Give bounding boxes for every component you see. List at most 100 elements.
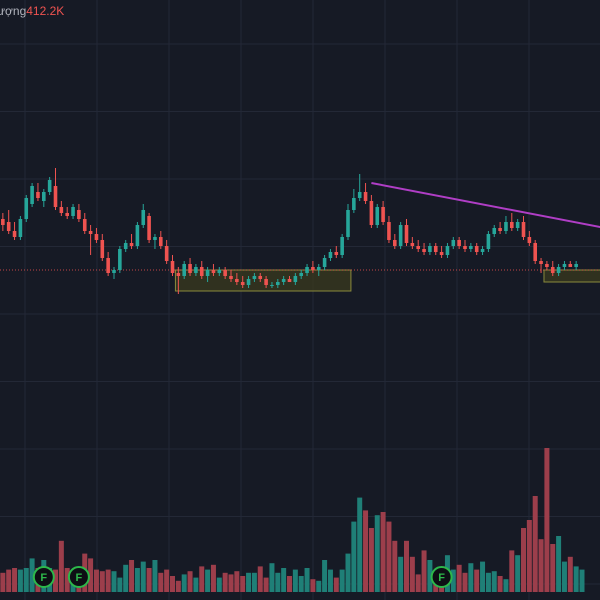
candle [510,213,514,231]
candle [533,240,537,264]
event-marker[interactable]: F [32,566,55,588]
volume-bar [521,528,526,592]
volume-bar [216,577,222,592]
candle-body [211,270,216,273]
volume-bar [532,496,538,592]
candle-body [12,231,17,237]
trendline[interactable] [371,182,600,228]
candle-body [229,276,233,279]
volume-bar [333,577,339,592]
candle [106,252,110,276]
candle [18,216,23,240]
volume-bar [164,569,170,592]
volume-bar [181,574,187,592]
trendline-layer[interactable] [371,182,600,228]
volume-bar [427,560,433,592]
candle [328,249,333,261]
candle-body [188,264,192,273]
candle [556,264,561,276]
candle-body [375,207,380,225]
event-marker[interactable]: F [67,566,90,588]
candle-body [159,237,163,246]
candle-body [550,267,555,273]
volume-bar [404,540,409,592]
candle-body [433,246,438,252]
candle [182,261,186,279]
volume-bar [246,572,252,592]
candle [147,213,151,243]
candle [36,183,40,201]
volume-bar [345,553,351,592]
candle-body [346,210,350,237]
volume-bar [538,539,544,592]
candle-body [164,246,169,261]
candle [118,246,122,273]
volume-legend-label: ượng [0,4,27,18]
candle-body [141,210,146,225]
candle-body [129,243,134,246]
candle [12,222,17,240]
event-marker[interactable]: F [430,566,453,588]
candle-body [305,267,309,273]
candle [480,246,485,255]
candle-body [123,243,128,249]
volume-bar [240,576,246,592]
volume-bar [292,569,298,592]
candle [357,174,362,201]
volume-bar [287,576,292,592]
candle-body [439,252,444,255]
volume-bar [363,510,369,592]
candle [428,243,432,255]
volume-bar [281,568,287,592]
volume-bar [23,568,29,592]
candle [492,225,497,237]
volume-bar [415,574,421,592]
volume-bar [17,569,23,592]
range-zones [174,269,600,292]
candle-body [463,246,467,249]
volume-bar [123,564,129,592]
candle [381,201,385,225]
event-marker-label: F [40,572,47,584]
candle-body [36,192,40,198]
candle [299,270,303,279]
candle-body [574,264,578,267]
candle-body [533,243,537,261]
candle-body [387,222,391,240]
volume-bar [275,572,281,592]
candle-body [357,192,362,198]
candle-body [410,243,415,246]
candle [486,231,491,252]
candle [433,243,438,255]
candle [24,195,29,222]
candle [100,234,105,261]
candle [504,216,508,234]
candle [258,273,263,282]
candle [422,243,426,255]
event-marker-circle [430,566,453,588]
candle [410,237,415,249]
candle-body [270,285,274,286]
candle [112,267,116,279]
volume-bar [503,579,509,592]
candle-body [381,207,385,222]
volume-bar [222,572,228,592]
candle [416,240,420,252]
volume-bar [152,560,158,592]
candle-body [398,225,403,246]
candle [129,234,134,249]
candle [398,222,403,249]
volume-bar [316,580,322,592]
candle-body [153,237,157,240]
volume-bar [29,558,35,592]
candle [316,264,321,276]
candle-body [451,240,456,246]
candle-body [527,237,532,243]
candle [539,258,543,273]
candle [159,231,163,249]
candle-body [59,207,64,213]
